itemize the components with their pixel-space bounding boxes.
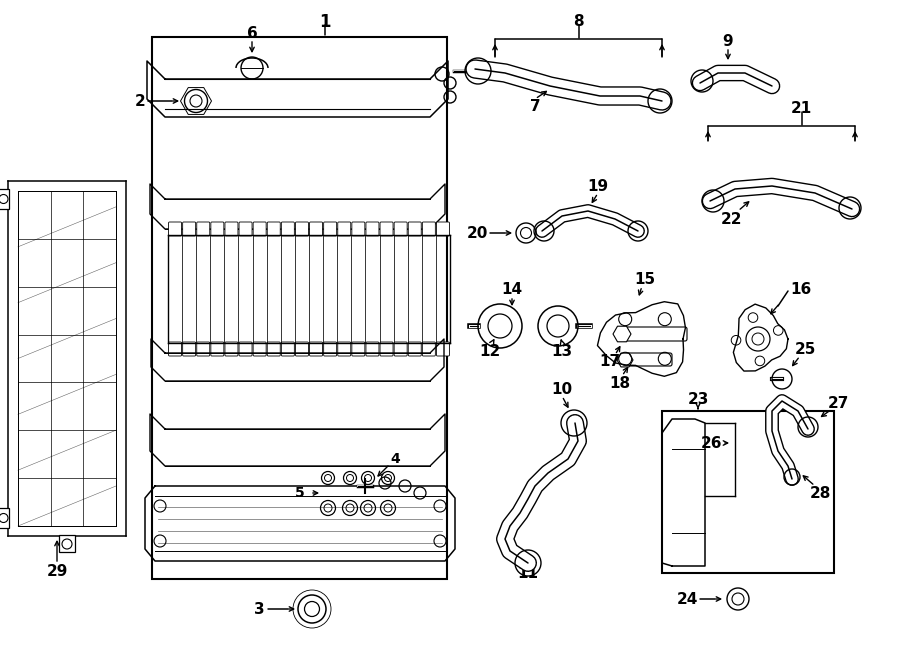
FancyBboxPatch shape [324, 342, 337, 356]
Text: 13: 13 [552, 344, 572, 358]
Text: 25: 25 [795, 342, 815, 356]
FancyBboxPatch shape [239, 342, 252, 356]
Bar [662, 411, 834, 573]
Text: 18: 18 [609, 375, 631, 391]
FancyBboxPatch shape [295, 222, 309, 236]
Text: 9: 9 [723, 34, 734, 48]
Text: 20: 20 [466, 225, 488, 241]
FancyBboxPatch shape [352, 222, 365, 236]
FancyBboxPatch shape [380, 342, 393, 356]
FancyBboxPatch shape [168, 222, 182, 236]
FancyBboxPatch shape [253, 222, 266, 236]
Text: 29: 29 [46, 563, 68, 578]
FancyBboxPatch shape [409, 222, 421, 236]
FancyBboxPatch shape [338, 222, 351, 236]
FancyBboxPatch shape [310, 342, 322, 356]
Text: 10: 10 [552, 381, 572, 397]
Text: 28: 28 [809, 485, 831, 500]
Text: 14: 14 [501, 282, 523, 297]
FancyBboxPatch shape [394, 342, 407, 356]
Bar [59, 535, 75, 552]
FancyBboxPatch shape [422, 222, 436, 236]
FancyBboxPatch shape [366, 342, 379, 356]
FancyBboxPatch shape [282, 342, 294, 356]
Text: 11: 11 [518, 566, 538, 580]
FancyBboxPatch shape [183, 342, 195, 356]
FancyBboxPatch shape [352, 342, 365, 356]
FancyBboxPatch shape [267, 222, 280, 236]
Text: 26: 26 [701, 436, 723, 451]
FancyBboxPatch shape [239, 222, 252, 236]
FancyBboxPatch shape [366, 222, 379, 236]
FancyBboxPatch shape [211, 222, 224, 236]
FancyBboxPatch shape [267, 342, 280, 356]
FancyBboxPatch shape [225, 222, 238, 236]
FancyBboxPatch shape [211, 342, 224, 356]
FancyBboxPatch shape [338, 342, 351, 356]
Text: 4: 4 [390, 452, 400, 466]
Bar [152, 37, 447, 579]
FancyBboxPatch shape [295, 342, 309, 356]
Text: 23: 23 [688, 391, 708, 407]
Text: 1: 1 [319, 13, 330, 31]
FancyBboxPatch shape [380, 222, 393, 236]
FancyBboxPatch shape [197, 342, 210, 356]
Text: 19: 19 [588, 178, 608, 194]
Text: 12: 12 [480, 344, 500, 358]
Text: 21: 21 [791, 100, 812, 116]
FancyBboxPatch shape [422, 342, 436, 356]
Text: 3: 3 [255, 602, 265, 617]
FancyBboxPatch shape [282, 222, 294, 236]
FancyBboxPatch shape [225, 342, 238, 356]
FancyBboxPatch shape [623, 327, 687, 341]
FancyBboxPatch shape [436, 342, 449, 356]
FancyBboxPatch shape [197, 222, 210, 236]
FancyBboxPatch shape [183, 222, 195, 236]
FancyBboxPatch shape [436, 222, 449, 236]
Text: 17: 17 [599, 354, 621, 368]
Text: 27: 27 [827, 395, 849, 410]
FancyBboxPatch shape [626, 353, 672, 366]
Text: 16: 16 [790, 282, 811, 297]
FancyBboxPatch shape [394, 222, 407, 236]
Text: 6: 6 [247, 26, 257, 40]
Text: 7: 7 [530, 98, 540, 114]
FancyBboxPatch shape [253, 342, 266, 356]
FancyBboxPatch shape [324, 222, 337, 236]
Text: 24: 24 [677, 592, 698, 607]
FancyBboxPatch shape [409, 342, 421, 356]
Bar [0, 508, 9, 528]
Text: 5: 5 [295, 486, 305, 500]
Bar [0, 189, 9, 209]
Text: 22: 22 [721, 212, 742, 227]
Text: 8: 8 [573, 13, 584, 28]
FancyBboxPatch shape [310, 222, 322, 236]
Text: 2: 2 [134, 93, 145, 108]
FancyBboxPatch shape [168, 342, 182, 356]
Text: 15: 15 [634, 272, 655, 286]
